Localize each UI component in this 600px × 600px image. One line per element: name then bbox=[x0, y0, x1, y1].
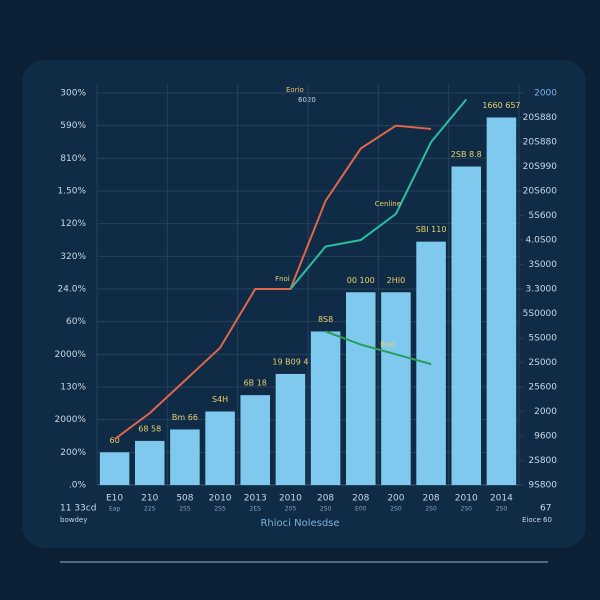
x-tick-label: 2010 bbox=[279, 494, 302, 504]
bar bbox=[99, 452, 130, 485]
x-axis-title: Rhioci Nolesdse bbox=[260, 518, 339, 529]
x-tick-label: 208 bbox=[422, 494, 439, 504]
y2-tick-label: 2000 bbox=[534, 407, 557, 417]
corner-text: 67 bbox=[540, 504, 551, 514]
x-tick-label: 208 bbox=[317, 494, 334, 504]
line-series bbox=[113, 124, 432, 441]
y-tick-label: .0% bbox=[69, 481, 87, 491]
y2-tick-label: 20S990 bbox=[523, 162, 558, 172]
bar bbox=[381, 292, 411, 485]
y-tick-label: 300% bbox=[60, 89, 86, 99]
x-tick-label: 508 bbox=[176, 494, 193, 504]
y2-tick-label: 2S800 bbox=[528, 456, 557, 466]
y2-tick-label: 9600 bbox=[534, 432, 557, 442]
y2-tick-label: 5S0000 bbox=[523, 309, 558, 319]
corner-text: Eioce 60 bbox=[522, 516, 552, 524]
x-tick-label: 2013 bbox=[244, 494, 267, 504]
x-tick-label: 2014 bbox=[490, 494, 513, 504]
y2-tick-label: 3S000 bbox=[528, 260, 557, 270]
y2-tick-label: 20S880 bbox=[523, 113, 558, 123]
annotation: 1660 657 bbox=[482, 101, 520, 110]
legend-text: 6020 bbox=[298, 96, 316, 104]
y2-tick-label: 9S800 bbox=[528, 481, 557, 491]
x-sublabel: 2ES bbox=[250, 506, 262, 513]
corner-text: bowdey bbox=[60, 516, 87, 524]
x-sublabel: 2S0 bbox=[461, 506, 473, 513]
annotation: 68 58 bbox=[138, 424, 161, 433]
y-tick-label: 60% bbox=[66, 317, 86, 327]
y2-tick-label: 3.3000 bbox=[526, 285, 558, 295]
x-sublabel: 22S bbox=[144, 506, 156, 513]
y2-tick-label: 4.0S00 bbox=[526, 236, 558, 246]
bar bbox=[310, 331, 341, 485]
annotation: 2SB 8.8 bbox=[451, 150, 482, 159]
x-tick-label: 2010 bbox=[209, 494, 232, 504]
annotation: 19 B09 4 bbox=[272, 357, 308, 366]
x-sublabel: E00 bbox=[355, 506, 367, 513]
y2-tick-label: 20S600 bbox=[523, 187, 558, 197]
x-sublabel: 2S0 bbox=[496, 506, 508, 513]
series-name: Bost bbox=[380, 340, 396, 348]
annotation: 2HI0 bbox=[387, 276, 406, 285]
bar bbox=[345, 292, 376, 485]
y-tick-label: 320% bbox=[60, 252, 86, 262]
bar bbox=[275, 373, 306, 485]
x-tick-label: 208 bbox=[352, 494, 369, 504]
bar bbox=[240, 395, 271, 485]
y-tick-label: 2000% bbox=[55, 415, 87, 425]
y2-tick-label: 5S000 bbox=[528, 334, 557, 344]
y-tick-label: 810% bbox=[60, 154, 86, 164]
annotation: SBI 110 bbox=[416, 225, 447, 234]
y-tick-label: 200% bbox=[60, 448, 86, 458]
x-sublabel: 2S0 bbox=[320, 506, 332, 513]
bar bbox=[205, 411, 235, 485]
x-tick-label: 210 bbox=[141, 494, 158, 504]
y2-tick-label: 2000 bbox=[534, 89, 557, 99]
x-tick-label: E10 bbox=[106, 494, 123, 504]
bar bbox=[170, 429, 200, 485]
y-tick-label: 1.50% bbox=[57, 187, 86, 197]
y2-tick-label: 5S600 bbox=[528, 211, 557, 221]
y-tick-label: 130% bbox=[60, 383, 86, 393]
bar bbox=[486, 117, 517, 485]
x-tick-label: 2010 bbox=[455, 494, 478, 504]
bar bbox=[451, 166, 482, 485]
y2-tick-label: 25600 bbox=[528, 383, 557, 393]
y2-tick-label: 2S000 bbox=[528, 358, 557, 368]
annotation: 60 bbox=[109, 436, 119, 445]
x-sublabel: 2S5 bbox=[214, 506, 226, 513]
legend-text: Eorio bbox=[286, 86, 304, 94]
bar bbox=[134, 440, 165, 485]
series-name: Cenline bbox=[375, 200, 401, 208]
y-tick-label: 120% bbox=[60, 219, 86, 229]
y2-tick-label: 20S880 bbox=[523, 138, 558, 148]
x-tick-label: 200 bbox=[387, 494, 404, 504]
x-sublabel: Eap bbox=[109, 506, 120, 513]
annotation: 00 100 bbox=[347, 276, 375, 285]
y-tick-label: 24.0% bbox=[57, 285, 86, 295]
line-series bbox=[289, 98, 468, 290]
annotation: S4H bbox=[212, 395, 228, 404]
x-sublabel: 2S0 bbox=[390, 506, 402, 513]
corner-text: 11 33cd bbox=[60, 504, 96, 514]
y-tick-label: 590% bbox=[60, 121, 86, 131]
x-sublabel: 205 bbox=[285, 506, 297, 513]
annotation: 6B 18 bbox=[244, 379, 267, 388]
annotation: Bm 66 bbox=[172, 413, 198, 422]
annotation: 8S8 bbox=[318, 315, 333, 324]
y-tick-label: 2000% bbox=[55, 350, 87, 360]
line-series bbox=[325, 330, 432, 366]
series-name: Fnoi bbox=[275, 275, 290, 283]
x-sublabel: 2S5 bbox=[179, 506, 191, 513]
x-sublabel: 2S0 bbox=[425, 506, 437, 513]
